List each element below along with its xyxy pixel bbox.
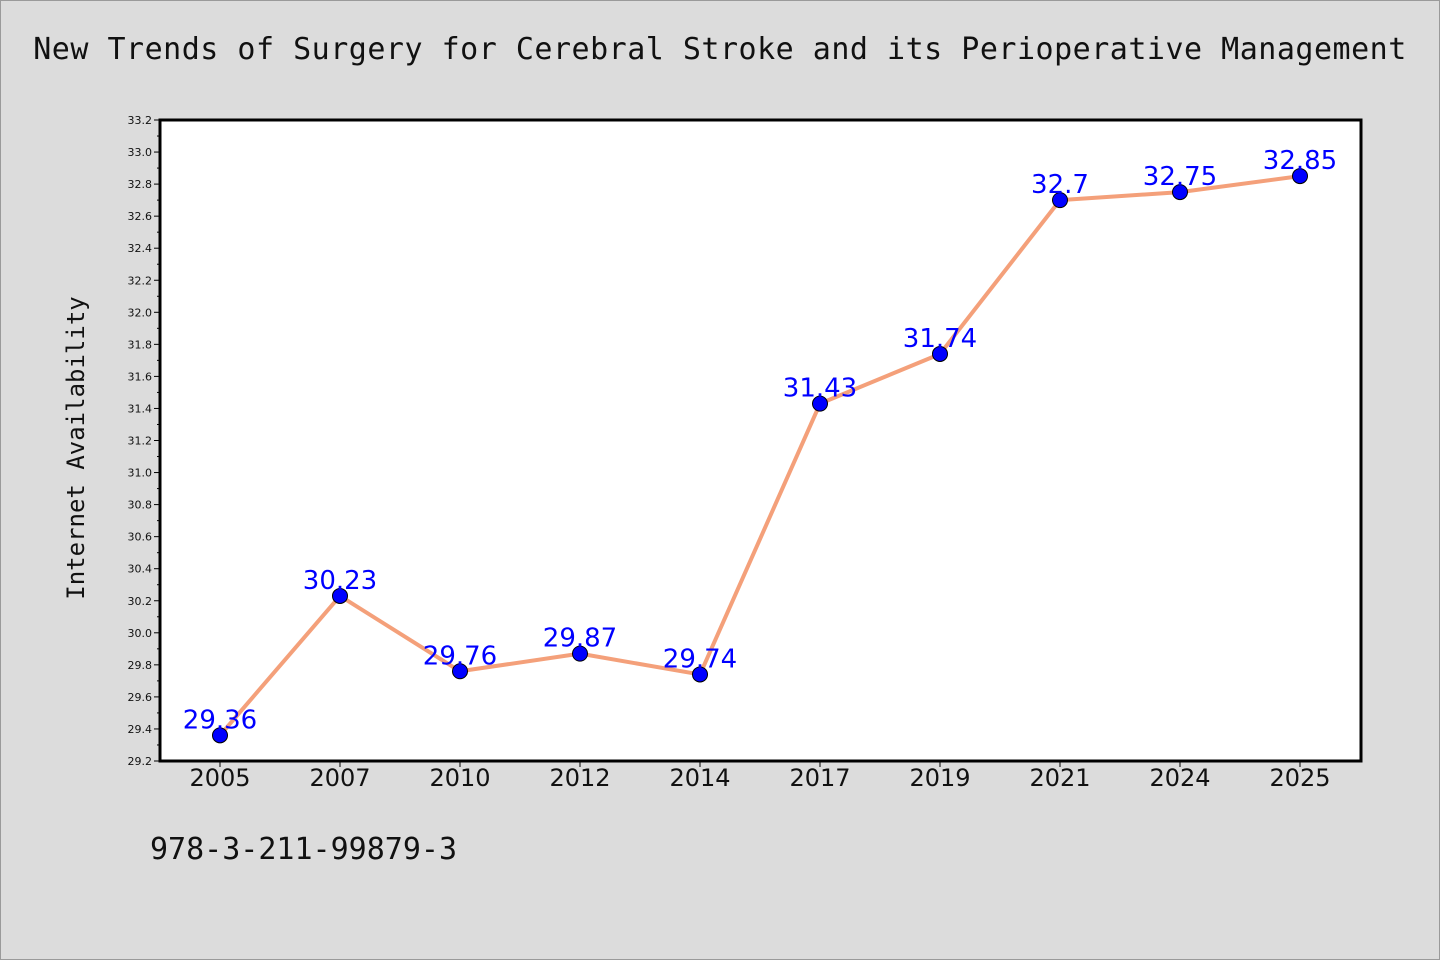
- x-tick-label: 2025: [1269, 764, 1330, 792]
- y-tick-label: 30.6: [128, 531, 153, 544]
- data-point: [1172, 184, 1188, 201]
- y-tick-label: 29.2: [128, 755, 153, 768]
- data-label: 32.85: [1263, 146, 1337, 176]
- data-label: 31.74: [903, 324, 977, 354]
- y-tick-label: 29.4: [128, 723, 153, 736]
- data-point: [452, 663, 468, 680]
- data-label: 31.43: [783, 374, 857, 404]
- y-tick-label: 31.8: [128, 338, 153, 351]
- y-tick-label: 32.2: [128, 274, 153, 287]
- y-tick-label: 31.2: [128, 435, 153, 448]
- data-label: 29.74: [663, 644, 737, 674]
- data-point: [812, 395, 828, 412]
- data-label: 32.7: [1031, 170, 1089, 200]
- data-point: [692, 666, 708, 683]
- series-line: [218, 174, 1301, 737]
- x-tick-label: 2019: [909, 764, 970, 792]
- x-tick-label: 2010: [429, 764, 490, 792]
- y-tick-label: 30.2: [128, 595, 153, 608]
- y-tick-label: 29.8: [128, 659, 153, 672]
- footnote-isbn: 978-3-211-99879-3: [150, 832, 458, 867]
- series-layer: 29.36 30.23 29.76 29.87 29.74 31.43 31.74 32.7 3…: [183, 146, 1337, 744]
- y-tick-label: 30.4: [128, 563, 153, 576]
- x-tick-label: 2005: [189, 764, 250, 792]
- y-tick-label: 33.2: [128, 114, 153, 127]
- x-axis: 2005 2007 2010 2012 2014 2017 2019 2021 2024 2025: [189, 761, 1331, 792]
- y-tick-label: 32.4: [128, 242, 153, 255]
- y-tick-label: 32.8: [128, 178, 153, 191]
- y-tick-label: 30.8: [128, 499, 153, 512]
- x-tick-label: 2014: [669, 764, 730, 792]
- data-label: 29.76: [423, 641, 497, 671]
- x-tick-label: 2017: [789, 764, 850, 792]
- x-tick-label: 2021: [1029, 764, 1090, 792]
- x-tick-label: 2012: [549, 764, 610, 792]
- data-point: [212, 727, 228, 744]
- y-tick-label: 30.0: [128, 627, 153, 640]
- x-tick-label: 2024: [1149, 764, 1210, 792]
- y-tick-label: 31.4: [128, 402, 153, 415]
- data-label: 32.75: [1143, 162, 1217, 192]
- x-tick-label: 2007: [309, 764, 370, 792]
- y-tick-label: 33.0: [128, 146, 153, 159]
- y-tick-label: 32.6: [128, 210, 153, 223]
- y-axis: 29.2 29.4 29.6 29.8 30.0 30.2 30.4 30.6 30.8 31.0…: [128, 114, 160, 768]
- plot-area: [158, 118, 1363, 763]
- data-point: [572, 645, 588, 662]
- y-tick-label: 32.0: [128, 306, 153, 319]
- y-tick-label: 31.0: [128, 467, 153, 480]
- data-point: [1052, 192, 1068, 209]
- data-point: [332, 587, 348, 604]
- y-tick-label: 29.6: [128, 691, 153, 704]
- chart-title: New Trends of Surgery for Cerebral Strok…: [33, 32, 1407, 67]
- y-axis-label: Internet Availability: [62, 296, 90, 599]
- y-tick-label: 31.6: [128, 370, 153, 383]
- data-label: 30.23: [303, 566, 377, 596]
- data-label: 29.87: [543, 624, 617, 654]
- data-point: [1292, 168, 1308, 185]
- data-point: [932, 345, 948, 362]
- data-label: 29.36: [183, 705, 257, 735]
